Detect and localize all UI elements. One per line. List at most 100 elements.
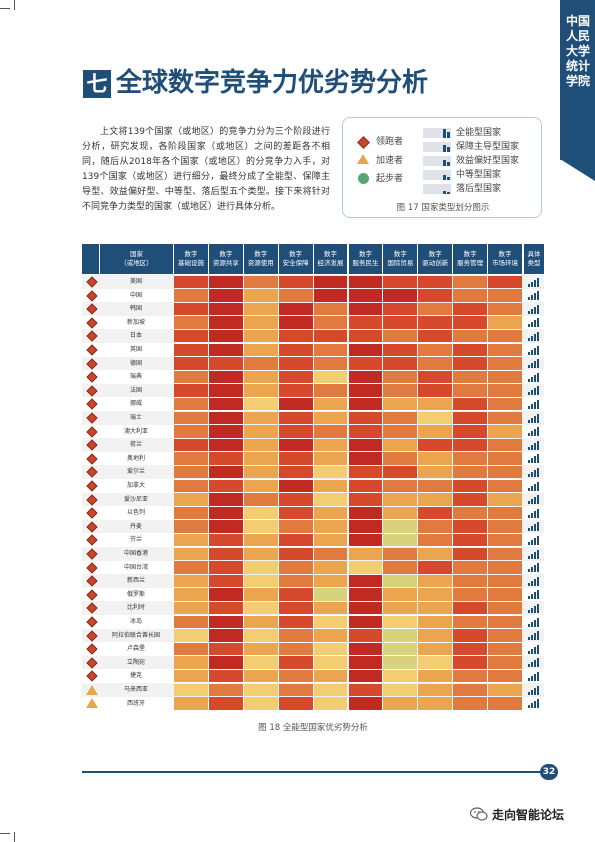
country-name: 新加坡	[126, 318, 145, 326]
heat-cell	[208, 397, 243, 411]
heat-cell	[208, 615, 243, 629]
heat-cell	[208, 547, 243, 561]
heat-cell	[383, 669, 418, 683]
heat-cell	[453, 520, 488, 533]
heat-cell	[418, 683, 453, 697]
all-round-type-icon	[528, 331, 539, 341]
heat-cell	[383, 425, 418, 438]
header-indicator-4: 数字 安全保障	[278, 244, 313, 274]
heat-cell	[243, 561, 278, 574]
heat-cell	[208, 697, 243, 710]
heat-cell	[278, 615, 313, 629]
heat-cell	[453, 370, 488, 384]
heat-cell	[278, 438, 313, 452]
heat-cell	[383, 370, 418, 384]
header-indicator-line: 市场环境	[492, 259, 519, 267]
heat-cell	[383, 438, 418, 452]
heat-cell	[488, 384, 522, 397]
header-indicator-1: 数字 基础设施	[174, 244, 208, 274]
figure-17-caption: 图 17 国家类型划分图示	[396, 203, 490, 213]
heat-cell	[488, 642, 522, 656]
heat-cell	[243, 302, 278, 316]
heat-cell	[278, 343, 313, 357]
heat-cell	[208, 302, 243, 316]
country-name: 德国	[129, 359, 142, 367]
heat-cell	[418, 493, 453, 506]
heat-cell	[313, 506, 348, 520]
heat-cell	[278, 601, 313, 615]
heat-cell	[453, 289, 488, 302]
country-name: 日本	[129, 332, 142, 340]
heat-cell	[488, 425, 522, 438]
heat-cell	[174, 506, 208, 520]
heat-cell	[453, 493, 488, 506]
heat-cell	[243, 547, 278, 561]
heat-cell	[383, 384, 418, 397]
country-name: 法国	[129, 386, 142, 394]
starter-circle-icon	[358, 173, 369, 184]
heat-cell	[383, 615, 418, 629]
heat-cell	[278, 384, 313, 397]
heat-cell	[278, 275, 313, 289]
heat-cell	[174, 411, 208, 425]
heat-cell	[453, 697, 488, 710]
header-indicator-line: 数字	[463, 250, 477, 258]
heat-cell	[313, 683, 348, 697]
heat-cell	[174, 601, 208, 615]
heat-cell	[174, 357, 208, 370]
heat-cell	[243, 533, 278, 547]
country-name: 美国	[129, 278, 142, 285]
country-name: 马来西亚	[123, 686, 148, 693]
heat-cell	[278, 425, 313, 438]
heat-cell	[174, 452, 208, 465]
heat-cell	[208, 316, 243, 329]
heat-cell	[453, 533, 488, 547]
country-name: 挪威	[129, 400, 142, 408]
heat-cell	[174, 397, 208, 411]
heat-cell	[453, 629, 488, 642]
heat-cell	[208, 629, 243, 642]
heat-cell	[348, 533, 383, 547]
all-round-type-icon	[528, 304, 539, 314]
heat-cell	[488, 452, 522, 465]
heat-cell	[453, 601, 488, 615]
heat-cell	[313, 520, 348, 533]
heat-cell	[278, 465, 313, 479]
heat-cell	[313, 561, 348, 574]
heat-cell	[418, 357, 453, 370]
footer-rule	[82, 771, 540, 773]
crop-mark	[0, 8, 10, 9]
heat-cell	[488, 397, 522, 411]
heat-cell	[383, 683, 418, 697]
country-name: 以色列	[126, 509, 145, 517]
header-indicator-10: 数字 市场环境	[488, 244, 522, 274]
header-indicator-line: 数字	[184, 250, 198, 258]
heat-cell	[453, 438, 488, 452]
heat-cell	[383, 397, 418, 411]
heat-cell	[278, 669, 313, 683]
heat-cell	[243, 411, 278, 425]
heat-cell	[208, 683, 243, 697]
header-indicator-5: 数字 经济发展	[313, 244, 348, 274]
heat-cell	[383, 574, 418, 588]
heat-cell	[348, 289, 383, 302]
heat-cell	[278, 316, 313, 329]
header-type: 具体 类型	[524, 244, 544, 274]
heat-cell	[383, 506, 418, 520]
country-name: 捷克	[129, 672, 142, 680]
header-indicator-line: 资源使用	[247, 259, 274, 267]
heat-cell	[313, 601, 348, 615]
heat-cell	[418, 370, 453, 384]
heat-cell	[453, 588, 488, 601]
heat-cell	[208, 452, 243, 465]
all-round-type-icon	[528, 508, 539, 518]
leader-diamond-icon	[357, 136, 370, 149]
heat-cell	[383, 329, 418, 343]
section-number: 七	[83, 70, 111, 98]
header-country: 国家 （或地区）	[100, 244, 173, 274]
heat-cell	[278, 452, 313, 465]
heat-cell	[418, 656, 453, 669]
heat-cell	[313, 411, 348, 425]
heat-cell	[383, 629, 418, 642]
heat-cell	[348, 588, 383, 601]
